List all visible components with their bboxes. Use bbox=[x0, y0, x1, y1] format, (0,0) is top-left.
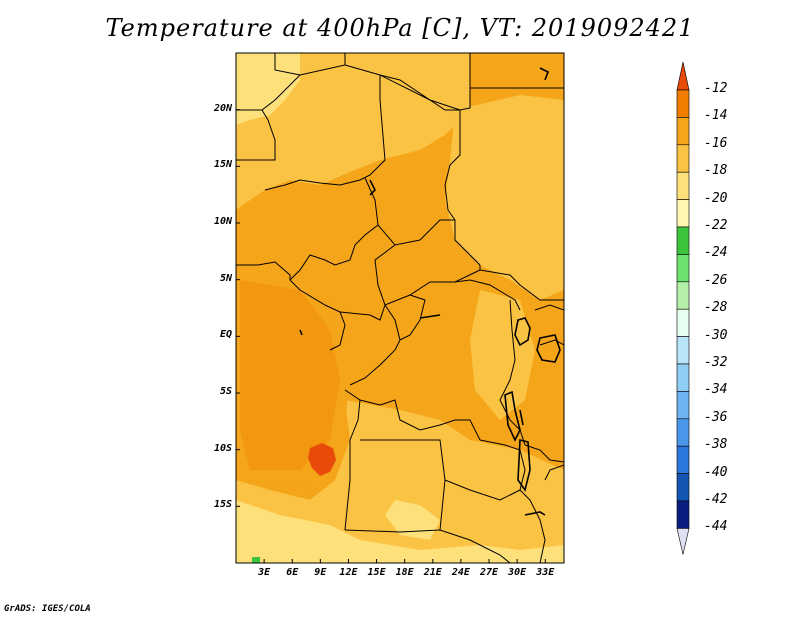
colorbar-label: -32 bbox=[704, 355, 728, 370]
colorbar-swatch bbox=[676, 89, 690, 118]
colorbar-swatch bbox=[676, 199, 690, 228]
colorbar-label: -20 bbox=[704, 190, 728, 206]
colorbar-label: -22 bbox=[704, 218, 728, 233]
credit-text: GrADS: IGES/COLA bbox=[4, 604, 91, 614]
chart-title: Temperature at 400hPa [C], VT: 201909242… bbox=[105, 14, 695, 42]
map-frame bbox=[235, 52, 565, 564]
colorbar-bottom-arrow bbox=[676, 528, 690, 555]
colorbar-label: -28 bbox=[704, 300, 728, 316]
lat-label-5n: 5N bbox=[219, 272, 232, 284]
axis-ticks bbox=[236, 109, 546, 563]
lat-label-15s: 15S bbox=[213, 499, 232, 511]
lat-label-10s: 10S bbox=[213, 442, 232, 454]
lon-label-30e: 30E bbox=[508, 567, 527, 578]
colorbar-swatch bbox=[676, 473, 690, 502]
colorbar-swatch bbox=[676, 500, 690, 529]
colorbar-swatch bbox=[676, 336, 690, 365]
lon-label-24e: 24E bbox=[451, 567, 470, 578]
colorbar bbox=[676, 61, 690, 555]
lon-label-9e: 9E bbox=[314, 567, 327, 578]
colorbar-swatch bbox=[676, 308, 690, 337]
colorbar-swatch bbox=[676, 363, 690, 392]
lat-label-10n: 10N bbox=[213, 216, 232, 227]
colorbar-swatch bbox=[676, 445, 690, 474]
temperature-field bbox=[236, 53, 564, 563]
colorbar-top-arrow bbox=[676, 61, 690, 91]
colorbar-label: -34 bbox=[704, 382, 728, 398]
lon-label-12e: 12E bbox=[339, 567, 358, 578]
colorbar-label: -40 bbox=[704, 464, 728, 480]
colorbar-swatch bbox=[676, 254, 690, 283]
colorbar-label: -38 bbox=[704, 437, 728, 453]
colorbar-label: -18 bbox=[704, 163, 728, 179]
lat-label-20n: 20N bbox=[213, 102, 232, 114]
lon-label-3e: 3E bbox=[258, 567, 271, 578]
lon-label-27e: 27E bbox=[479, 567, 499, 578]
colorbar-swatch bbox=[676, 171, 690, 200]
colorbar-swatch bbox=[676, 391, 690, 420]
colorbar-swatch bbox=[676, 144, 690, 173]
colorbar-label: -44 bbox=[704, 519, 728, 535]
colorbar-label: -42 bbox=[704, 492, 728, 507]
colorbar-label: -14 bbox=[704, 108, 728, 124]
colorbar-label: -36 bbox=[704, 409, 728, 425]
lon-label-21e: 21E bbox=[423, 567, 442, 578]
colorbar-label: -16 bbox=[704, 135, 728, 151]
lon-label-33e: 33E bbox=[536, 567, 555, 578]
colorbar-swatch bbox=[676, 281, 690, 310]
colorbar-label: -12 bbox=[704, 81, 728, 96]
colorbar-label: -24 bbox=[704, 245, 728, 261]
colorbar-label: -30 bbox=[704, 327, 728, 343]
lon-label-6e: 6E bbox=[286, 567, 299, 578]
lon-label-15e: 15E bbox=[367, 567, 386, 578]
colorbar-swatch bbox=[676, 226, 690, 255]
lon-label-18e: 18E bbox=[395, 567, 414, 578]
colorbar-label: -26 bbox=[704, 272, 728, 288]
lat-label-15n: 15N bbox=[213, 159, 232, 171]
lat-label-eq: EQ bbox=[219, 329, 232, 341]
colorbar-swatch bbox=[676, 117, 690, 146]
lat-label-5s: 5S bbox=[219, 386, 232, 397]
colorbar-swatch bbox=[676, 418, 690, 447]
